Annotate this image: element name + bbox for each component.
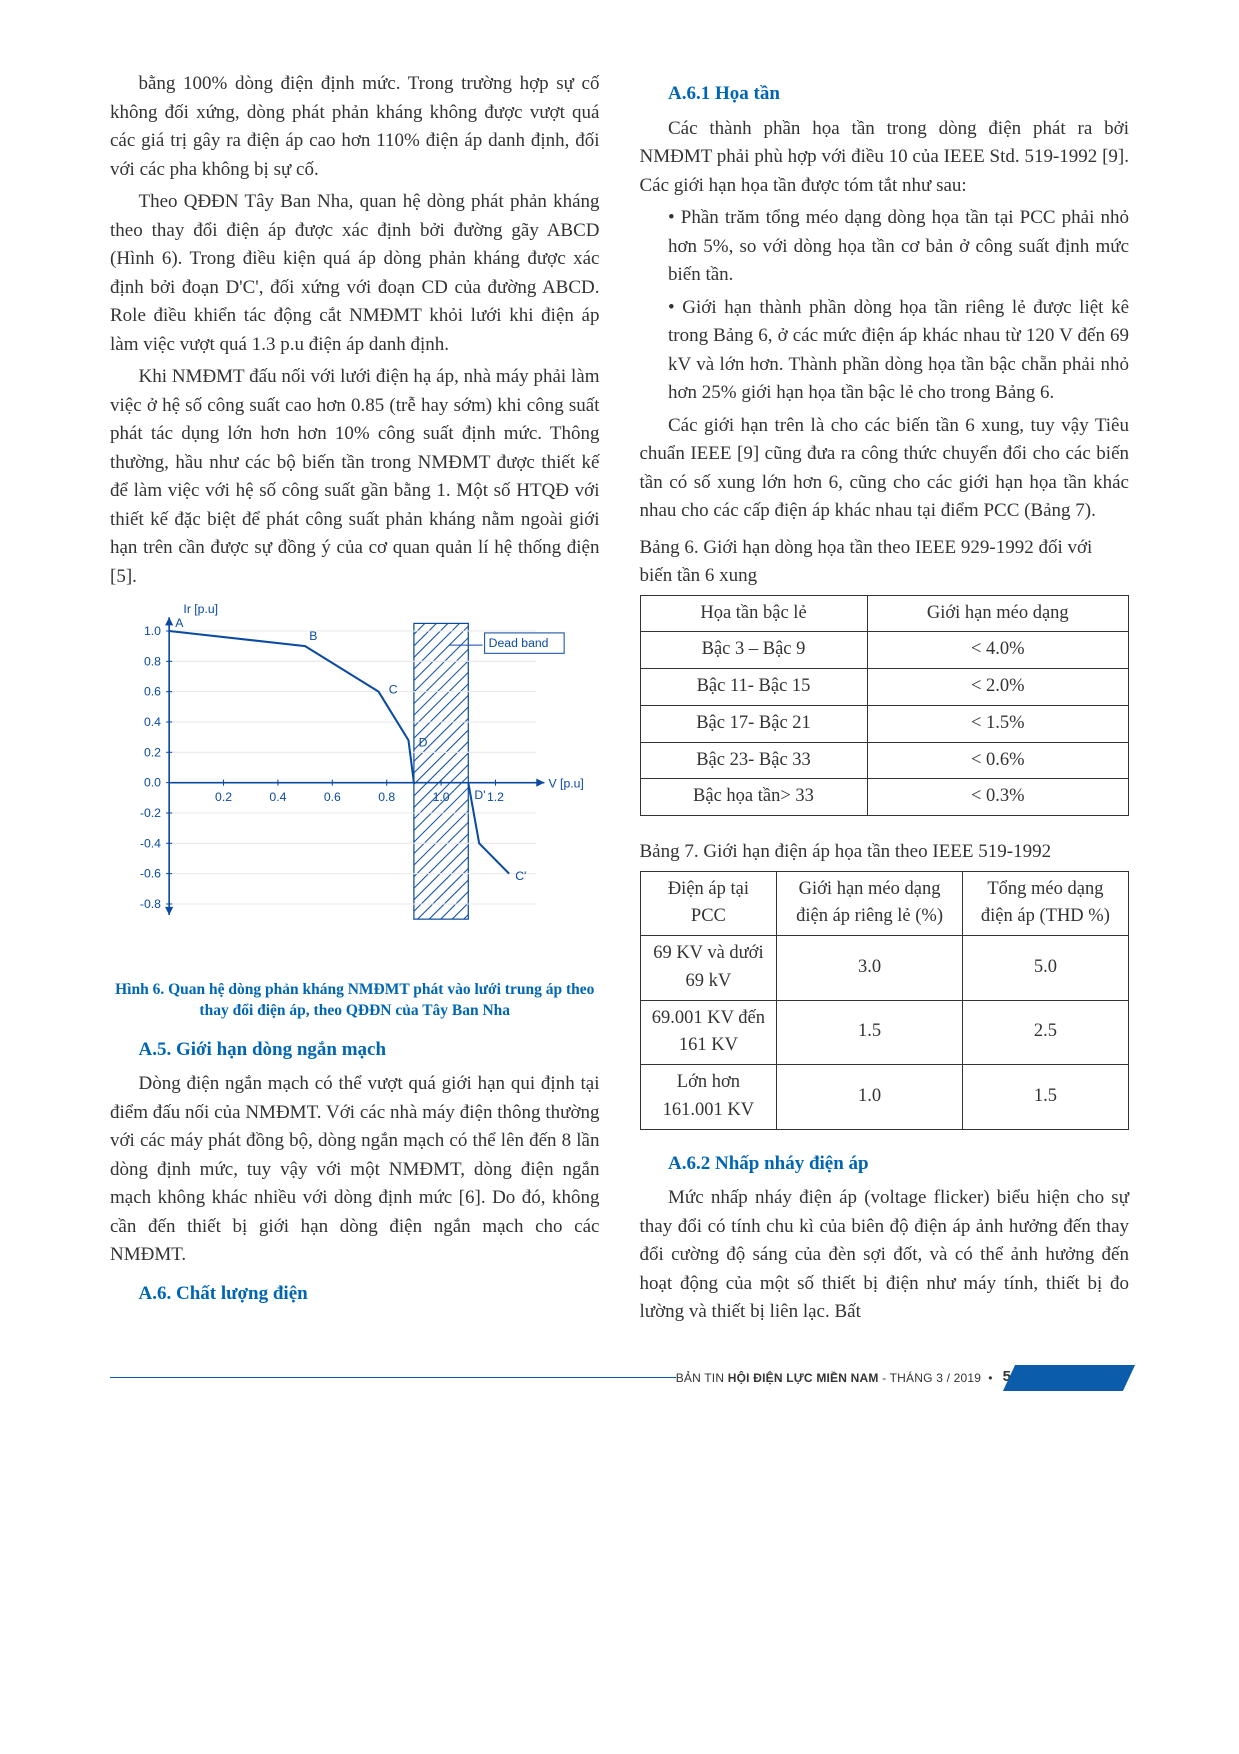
- t7-h2: Giới hạn méo dạng điện áp riêng lẻ (%): [777, 871, 962, 936]
- table-cell: Bậc 11- Bậc 15: [640, 669, 867, 706]
- svg-text:Dead band: Dead band: [489, 636, 549, 650]
- table-cell: 1.0: [777, 1065, 962, 1130]
- svg-text:A: A: [175, 616, 184, 630]
- table-cell: < 0.6%: [867, 742, 1129, 779]
- svg-text:0.8: 0.8: [378, 790, 395, 804]
- svg-text:-0.8: -0.8: [140, 897, 161, 911]
- table-cell: Bậc 3 – Bậc 9: [640, 632, 867, 669]
- svg-text:Ir [p.u]: Ir [p.u]: [183, 603, 218, 616]
- svg-text:0.0: 0.0: [144, 776, 161, 790]
- table-cell: Bậc 17- Bậc 21: [640, 705, 867, 742]
- figure-6: 0.2 0.4 0.6 0.8 1.0 1.2 1.0 0.8 0.6 0.4 0.2 0.0 -0.2…: [110, 603, 600, 970]
- footer-text: BẢN TIN HỘI ĐIỆN LỰC MIỀN NAM - THÁNG 3 …: [676, 1369, 993, 1387]
- footer-accent: [1003, 1365, 1135, 1391]
- svg-text:0.2: 0.2: [215, 790, 232, 804]
- svg-text:1.0: 1.0: [144, 624, 161, 638]
- table7-caption: Bảng 7. Giới hạn điện áp họa tần theo IE…: [640, 838, 1130, 867]
- table-cell: < 1.5%: [867, 705, 1129, 742]
- svg-text:0.8: 0.8: [144, 654, 161, 668]
- table-6: Họa tần bậc lẻ Giới hạn méo dạng Bậc 3 –…: [640, 595, 1130, 817]
- svg-text:1.2: 1.2: [487, 790, 504, 804]
- svg-text:-0.2: -0.2: [140, 806, 161, 820]
- t7-h1: Điện áp tại PCC: [640, 871, 777, 936]
- svg-text:B: B: [309, 629, 317, 643]
- table-cell: 69.001 KV đến 161 KV: [640, 1000, 777, 1065]
- svg-text:0.4: 0.4: [269, 790, 286, 804]
- table-cell: < 2.0%: [867, 669, 1129, 706]
- svg-text:0.4: 0.4: [144, 715, 161, 729]
- svg-text:-0.4: -0.4: [140, 836, 161, 850]
- svg-text:1.0: 1.0: [433, 790, 450, 804]
- table-cell: < 0.3%: [867, 779, 1129, 816]
- svg-text:V [p.u]: V [p.u]: [549, 777, 584, 791]
- table-cell: 5.0: [962, 936, 1128, 1001]
- table-cell: 3.0: [777, 936, 962, 1001]
- svg-text:C': C': [515, 869, 526, 883]
- table-cell: Bậc họa tần> 33: [640, 779, 867, 816]
- heading-a61: A.6.1 Họa tần: [640, 80, 1130, 109]
- t6-h2: Giới hạn méo dạng: [867, 595, 1129, 632]
- para: bằng 100% dòng điện định mức. Trong trườ…: [110, 70, 600, 184]
- table-cell: 1.5: [962, 1065, 1128, 1130]
- para: Mức nhấp nháy điện áp (voltage flicker) …: [640, 1184, 1130, 1327]
- heading-a6: A.6. Chất lượng điện: [110, 1280, 600, 1309]
- fig6-chart: 0.2 0.4 0.6 0.8 1.0 1.2 1.0 0.8 0.6 0.4 0.2 0.0 -0.2…: [110, 603, 600, 970]
- svg-text:D': D': [474, 788, 485, 802]
- table-cell: 69 KV và dưới 69 kV: [640, 936, 777, 1001]
- table6-caption: Bảng 6. Giới hạn dòng họa tần theo IEEE …: [640, 534, 1130, 591]
- table-cell: 1.5: [777, 1000, 962, 1065]
- para: Các thành phần họa tần trong dòng điện p…: [640, 115, 1130, 201]
- svg-text:0.6: 0.6: [144, 685, 161, 699]
- t7-h3: Tổng méo dạng điện áp (THD %): [962, 871, 1128, 936]
- svg-text:-0.6: -0.6: [140, 867, 161, 881]
- table-cell: 2.5: [962, 1000, 1128, 1065]
- footer-rule: [110, 1377, 676, 1378]
- svg-text:0.6: 0.6: [324, 790, 341, 804]
- svg-text:D: D: [419, 735, 428, 749]
- table-7: Điện áp tại PCC Giới hạn méo dạng điện á…: [640, 871, 1130, 1130]
- table-cell: < 4.0%: [867, 632, 1129, 669]
- para: Dòng điện ngắn mạch có thể vượt quá giới…: [110, 1070, 600, 1270]
- table-cell: Bậc 23- Bậc 33: [640, 742, 867, 779]
- fig6-caption: Hình 6. Quan hệ dòng phản kháng NMĐMT ph…: [110, 980, 600, 1022]
- para: Theo QĐĐN Tây Ban Nha, quan hệ dòng phát…: [110, 188, 600, 359]
- heading-a5: A.5. Giới hạn dòng ngắn mạch: [110, 1036, 600, 1065]
- page-footer: BẢN TIN HỘI ĐIỆN LỰC MIỀN NAM - THÁNG 3 …: [110, 1365, 1129, 1391]
- para: Các giới hạn trên là cho các biến tần 6 …: [640, 412, 1130, 526]
- bullet: Phần trăm tổng méo dạng dòng họa tần tại…: [640, 204, 1130, 290]
- table-cell: Lớn hơn 161.001 KV: [640, 1065, 777, 1130]
- t6-h1: Họa tần bậc lẻ: [640, 595, 867, 632]
- svg-text:C: C: [389, 683, 398, 697]
- svg-text:0.2: 0.2: [144, 745, 161, 759]
- bullet: Giới hạn thành phần dòng họa tần riêng l…: [640, 294, 1130, 408]
- para: Khi NMĐMT đấu nối với lưới điện hạ áp, n…: [110, 363, 600, 591]
- heading-a62: A.6.2 Nhấp nháy điện áp: [640, 1150, 1130, 1179]
